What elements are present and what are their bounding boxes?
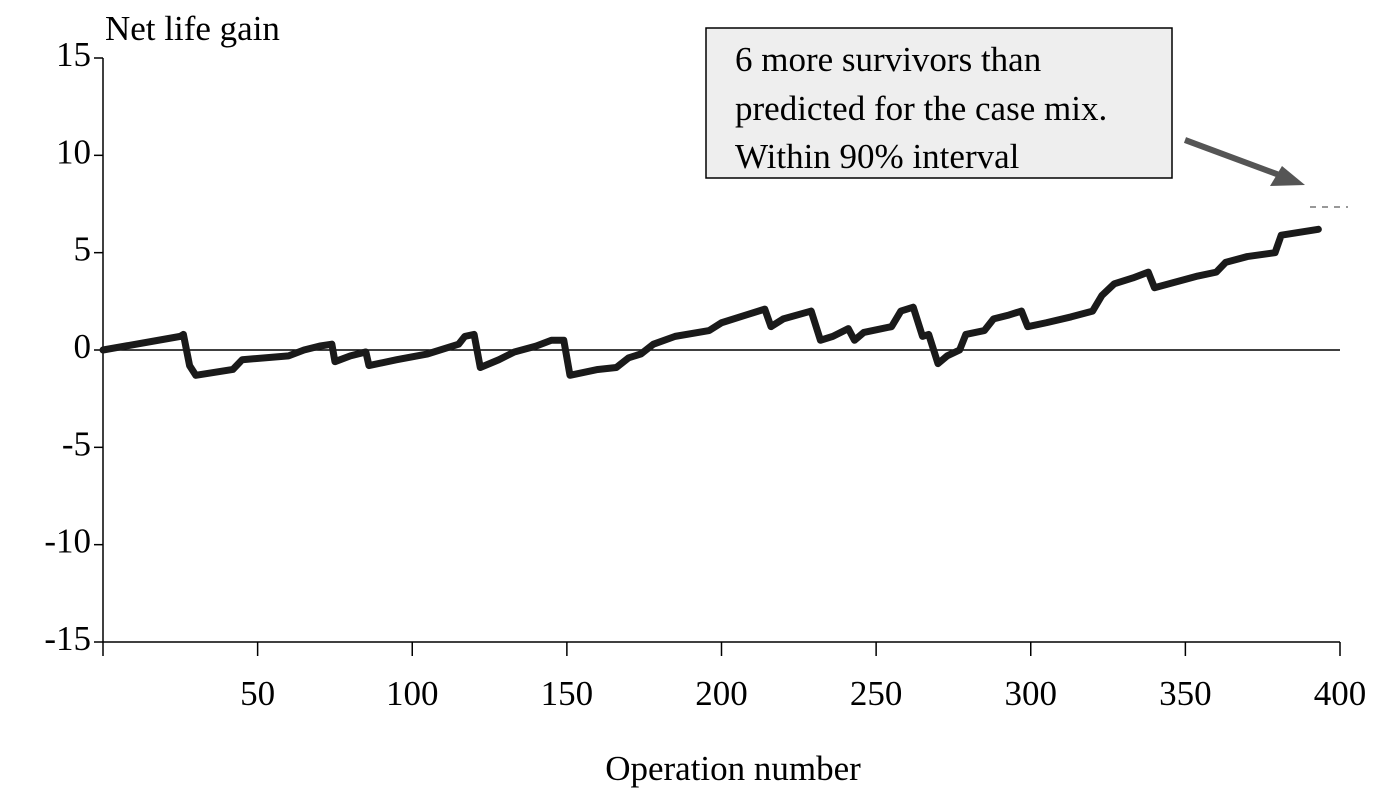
x-tick-label: 400: [1314, 674, 1367, 713]
x-tick-label: 50: [240, 674, 275, 713]
series-line: [99, 225, 1322, 379]
y-tick-label: -10: [44, 522, 91, 561]
annotation-line: Within 90% interval: [735, 137, 1020, 176]
x-tick-label: 200: [695, 674, 748, 713]
y-tick-label: 5: [74, 230, 92, 269]
x-tick-label: 150: [541, 674, 594, 713]
x-tick-label: 250: [850, 674, 903, 713]
annotation-line: predicted for the case mix.: [735, 89, 1107, 128]
y-tick-label: 0: [74, 327, 92, 366]
annotation-box: [705, 27, 1173, 179]
annotation-arrow: [1183, 137, 1284, 179]
y-tick-label: -15: [44, 619, 91, 658]
x-tick-label: 350: [1159, 674, 1212, 713]
y-tick-label: 10: [56, 132, 91, 171]
y-tick-label: 15: [56, 35, 91, 74]
annotation-line: 6 more survivors than: [735, 40, 1041, 79]
x-axis-label: Operation number: [605, 749, 861, 788]
y-axis-label: Net life gain: [105, 9, 280, 48]
arrow-head: [1270, 166, 1305, 186]
x-tick-label: 300: [1005, 674, 1058, 713]
y-tick-label: -5: [62, 424, 91, 463]
x-tick-label: 100: [386, 674, 439, 713]
